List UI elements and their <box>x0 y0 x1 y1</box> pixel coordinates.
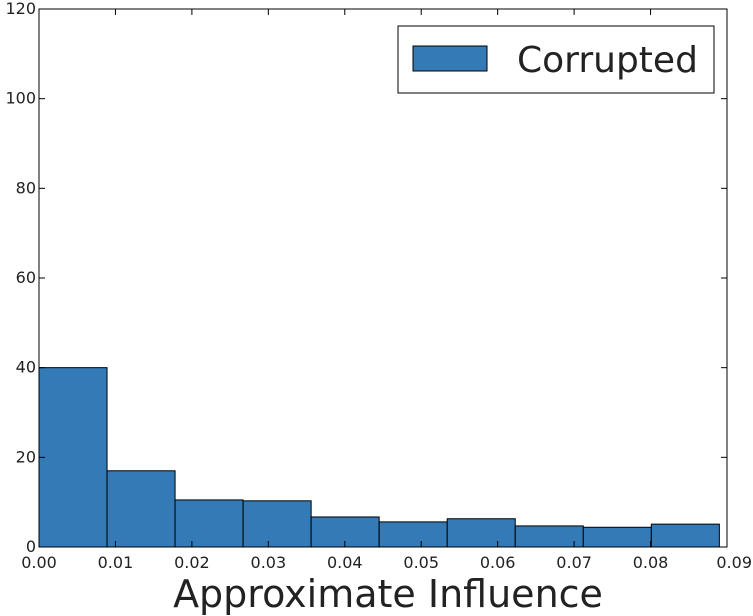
x-tick-label: 0.00 <box>21 553 57 572</box>
legend-swatch-corrupted <box>412 45 488 72</box>
legend: Corrupted <box>397 25 715 94</box>
legend-label-corrupted: Corrupted <box>517 40 698 81</box>
x-tick-label: 0.01 <box>98 553 134 572</box>
histogram-bar <box>446 518 516 548</box>
y-tick-label: 80 <box>16 178 36 197</box>
x-tick-label: 0.05 <box>403 553 439 572</box>
histogram-bar <box>378 521 448 548</box>
histogram-bar <box>38 367 108 548</box>
x-tick-label: 0.06 <box>480 553 516 572</box>
x-tick-label: 0.04 <box>327 553 363 572</box>
y-axis-ticks: 0 20 40 60 80 100 120 <box>5 0 727 556</box>
y-tick-label: 20 <box>16 447 36 466</box>
x-axis-label: Approximate Influence <box>173 572 603 616</box>
x-tick-label: 0.09 <box>716 553 752 572</box>
y-tick-label: 120 <box>5 0 36 18</box>
x-tick-label: 0.07 <box>556 553 592 572</box>
x-tick-label: 0.02 <box>174 553 210 572</box>
y-tick-label: 100 <box>5 89 36 108</box>
histogram-bar <box>514 525 584 548</box>
y-tick-label: 40 <box>16 358 36 377</box>
y-tick-label: 0 <box>26 537 36 556</box>
histogram-bar <box>242 500 312 548</box>
histogram-bars <box>38 367 720 548</box>
histogram-bar <box>582 526 652 548</box>
histogram-bar <box>106 470 176 548</box>
x-tick-label: 0.08 <box>633 553 669 572</box>
x-axis-ticks: 0.00 0.01 0.02 0.03 0.04 0.05 0.06 0.07 0.08 0.09 <box>21 9 752 572</box>
x-tick-label: 0.03 <box>251 553 287 572</box>
y-tick-label: 60 <box>16 268 36 287</box>
histogram-bar <box>174 499 244 548</box>
histogram-bar <box>650 523 720 548</box>
